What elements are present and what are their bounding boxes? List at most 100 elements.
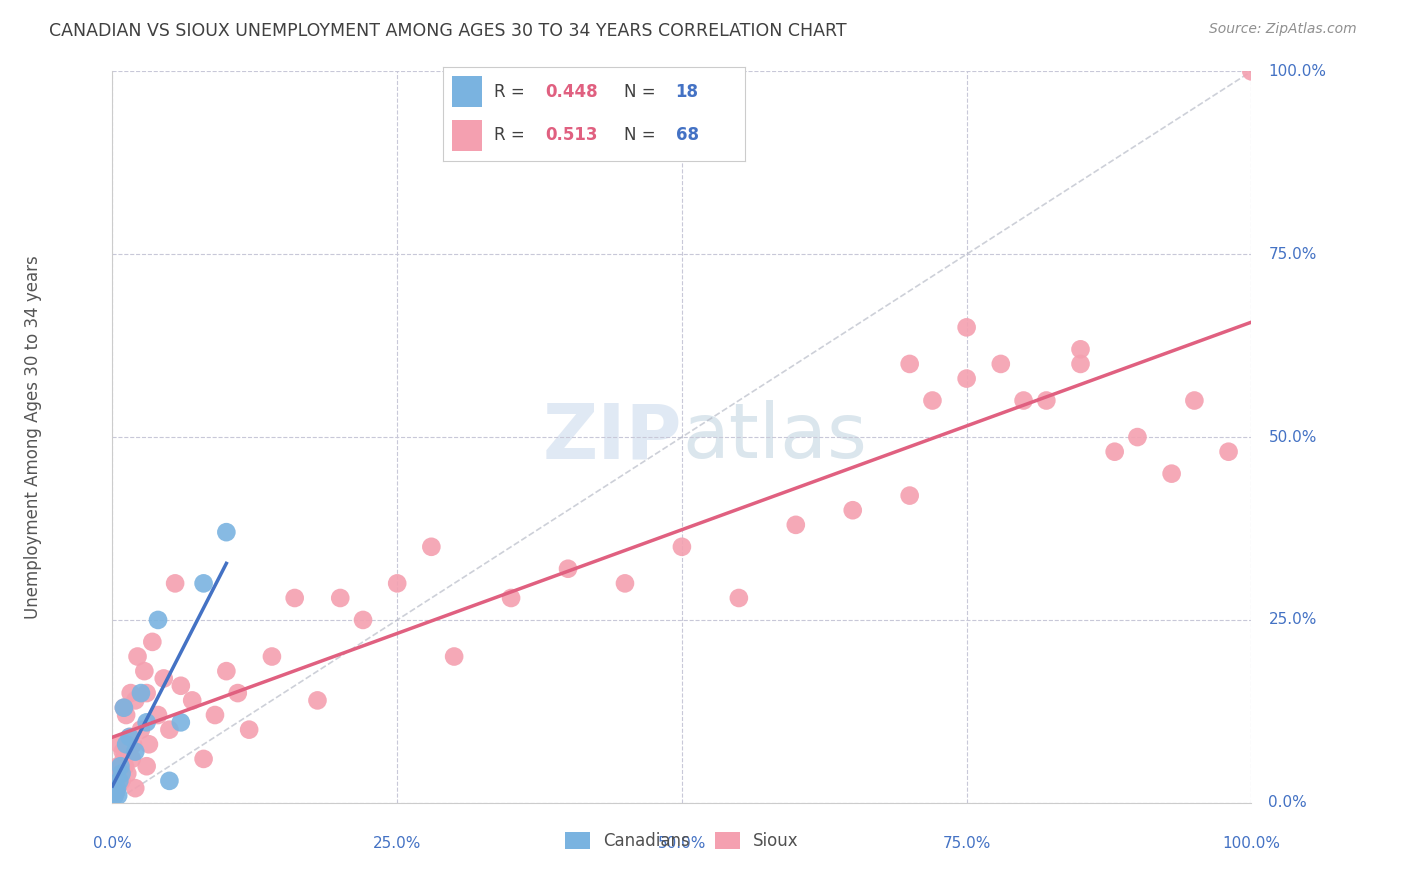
Text: N =: N = [624, 127, 655, 145]
Text: 0.448: 0.448 [546, 83, 599, 101]
Point [115, 737, 138, 751]
Point [117, 766, 139, 780]
Point [728, 591, 751, 605]
Point [1160, 467, 1182, 481]
Point [104, 785, 127, 799]
Bar [451, 120, 482, 152]
Point [385, 576, 409, 591]
Point [159, 773, 180, 788]
Text: Unemployment Among Ages 30 to 34 years: Unemployment Among Ages 30 to 34 years [24, 255, 42, 619]
Bar [451, 77, 482, 107]
Point [114, 759, 136, 773]
Point [112, 752, 135, 766]
Legend: Canadians, Sioux: Canadians, Sioux [558, 825, 806, 856]
Point [118, 730, 141, 744]
Text: 68: 68 [676, 127, 699, 145]
Point [181, 693, 204, 707]
Text: N =: N = [624, 83, 655, 101]
Point [352, 613, 374, 627]
Point [122, 737, 145, 751]
Text: 100.0%: 100.0% [1222, 836, 1281, 851]
Point [1240, 64, 1263, 78]
Text: atlas: atlas [682, 401, 866, 474]
Text: 25.0%: 25.0% [373, 836, 422, 851]
Point [104, 789, 127, 803]
Point [671, 540, 693, 554]
Point [307, 693, 329, 707]
Point [135, 686, 157, 700]
Point [115, 708, 138, 723]
Point [956, 320, 979, 334]
Point [898, 357, 921, 371]
Text: Source: ZipAtlas.com: Source: ZipAtlas.com [1209, 22, 1357, 37]
Point [1035, 393, 1057, 408]
Point [226, 686, 249, 700]
Point [420, 540, 443, 554]
Point [215, 664, 238, 678]
Point [146, 708, 169, 723]
Point [138, 737, 160, 751]
Point [238, 723, 260, 737]
Text: 0.0%: 0.0% [93, 836, 132, 851]
Text: 100.0%: 100.0% [1268, 64, 1326, 78]
Point [110, 766, 132, 780]
Point [110, 766, 132, 780]
Text: 0.513: 0.513 [546, 127, 598, 145]
Point [141, 635, 163, 649]
Text: R =: R = [495, 127, 524, 145]
Point [105, 781, 128, 796]
Point [104, 773, 127, 788]
Point [990, 357, 1012, 371]
Point [170, 679, 193, 693]
Point [127, 649, 149, 664]
Point [110, 759, 132, 773]
Point [120, 686, 142, 700]
Point [1012, 393, 1035, 408]
Point [135, 759, 157, 773]
Point [110, 773, 132, 788]
Point [785, 517, 807, 532]
Text: 75.0%: 75.0% [942, 836, 991, 851]
Point [107, 759, 129, 773]
Point [146, 613, 169, 627]
Text: R =: R = [495, 83, 524, 101]
Point [501, 591, 523, 605]
Point [112, 700, 135, 714]
Text: 25.0%: 25.0% [1268, 613, 1317, 627]
Point [956, 371, 979, 385]
Text: 0.0%: 0.0% [1268, 796, 1308, 810]
Text: 75.0%: 75.0% [1268, 247, 1317, 261]
Point [111, 745, 134, 759]
Point [204, 708, 226, 723]
Point [107, 789, 129, 803]
Point [329, 591, 352, 605]
Point [1104, 444, 1126, 458]
Point [1218, 444, 1240, 458]
Point [112, 700, 135, 714]
Point [104, 785, 127, 799]
Text: CANADIAN VS SIOUX UNEMPLOYMENT AMONG AGES 30 TO 34 YEARS CORRELATION CHART: CANADIAN VS SIOUX UNEMPLOYMENT AMONG AGE… [49, 22, 846, 40]
Point [152, 672, 174, 686]
Point [557, 562, 579, 576]
Point [124, 745, 146, 759]
Point [1184, 393, 1206, 408]
Point [129, 686, 152, 700]
Point [215, 525, 238, 540]
Point [193, 576, 215, 591]
Point [1069, 357, 1091, 371]
Point [613, 576, 636, 591]
Point [193, 752, 215, 766]
Point [284, 591, 307, 605]
Text: 18: 18 [676, 83, 699, 101]
Text: 50.0%: 50.0% [1268, 430, 1317, 444]
Point [159, 723, 180, 737]
Point [170, 715, 193, 730]
Text: 50.0%: 50.0% [658, 836, 706, 851]
Point [105, 781, 128, 796]
Point [121, 752, 143, 766]
Point [1126, 430, 1149, 444]
Point [129, 723, 152, 737]
Point [124, 781, 146, 796]
Point [134, 664, 156, 678]
Point [841, 503, 863, 517]
